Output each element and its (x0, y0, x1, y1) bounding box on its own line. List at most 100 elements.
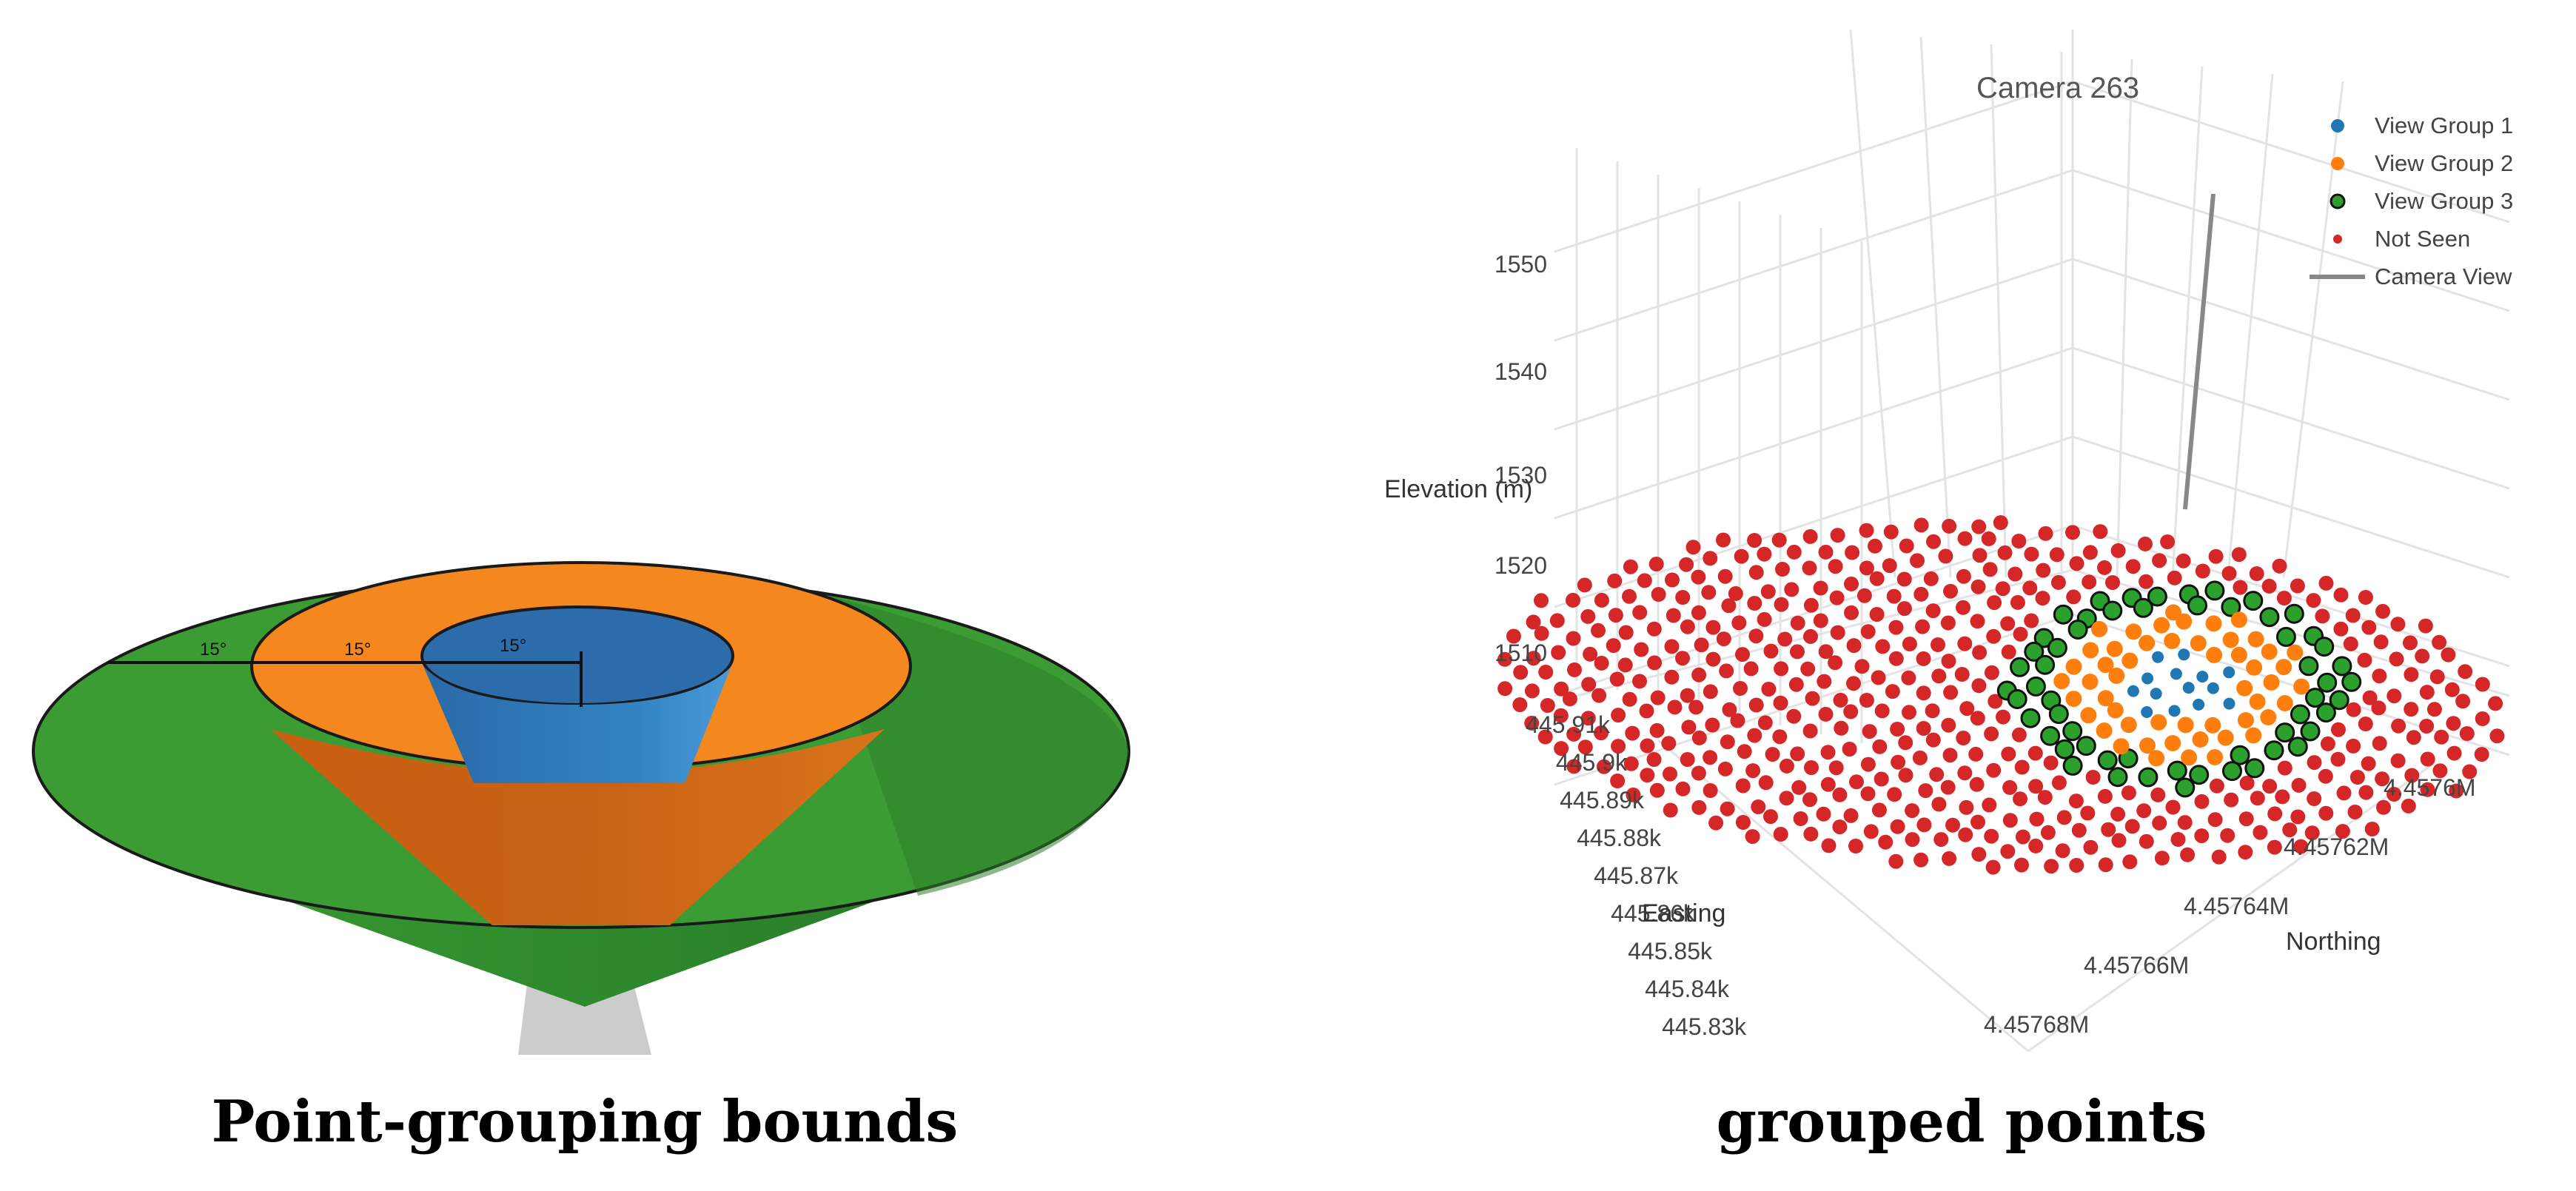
data-point (1703, 684, 1718, 699)
data-point (1538, 665, 1554, 680)
data-point (1793, 811, 1808, 826)
data-point (2010, 657, 2030, 677)
series-not-seen (1497, 515, 2505, 875)
z-tick-label: 1540 (1495, 358, 1547, 385)
data-point (2037, 790, 2053, 805)
data-point (1757, 611, 1772, 627)
data-point (1821, 838, 1837, 853)
data-point (1735, 815, 1751, 830)
data-point (1968, 746, 1984, 762)
data-point (1691, 765, 1706, 781)
series-view-group-2 (2053, 604, 2310, 767)
data-point (2343, 636, 2358, 651)
data-point (2170, 668, 2182, 680)
data-point (1640, 768, 1655, 783)
y-tick-label: 4.45768M (1984, 1011, 2089, 1038)
legend-label: View Group 2 (2375, 150, 2513, 176)
data-point (1774, 661, 1789, 677)
data-point (2263, 674, 2280, 691)
data-point (2107, 702, 2124, 719)
data-point (2177, 717, 2194, 734)
data-point (1988, 694, 2003, 709)
data-point (1993, 515, 2008, 530)
data-point (2121, 652, 2139, 669)
legend-label: Camera View (2375, 264, 2512, 289)
data-point (1971, 847, 1987, 862)
data-point (1868, 538, 1882, 554)
data-point (2261, 643, 2278, 660)
data-point (1666, 608, 1681, 623)
data-point (2304, 825, 2320, 841)
data-point (1860, 624, 1876, 640)
data-point (1735, 647, 1750, 662)
data-point (2024, 641, 2045, 662)
data-point (1562, 691, 1577, 707)
data-point (1940, 779, 1956, 795)
legend-marker (2331, 119, 2344, 132)
data-point (2141, 706, 2153, 718)
data-point (1703, 551, 1718, 566)
data-point (1757, 715, 1773, 731)
data-point (1664, 669, 1680, 685)
data-point (1943, 685, 1959, 700)
data-point (1790, 644, 1805, 660)
data-point (1803, 826, 1819, 842)
data-point (1637, 573, 1652, 588)
data-point (1813, 613, 1828, 628)
data-point (1830, 625, 1845, 640)
data-point (2124, 819, 2140, 834)
data-point (1716, 532, 1731, 548)
data-point (2420, 751, 2435, 767)
data-point (2102, 600, 2123, 621)
data-point (2068, 794, 2084, 809)
data-point (1763, 809, 1778, 825)
data-point (2341, 671, 2362, 692)
data-point (2230, 611, 2247, 628)
data-point (2139, 833, 2154, 849)
data-point (2025, 676, 2046, 697)
left-caption: Point-grouping bounds (211, 1088, 959, 1155)
chart-title: Camera 263 (1976, 72, 2139, 104)
data-point (2404, 768, 2420, 783)
right-caption: grouped points (1716, 1088, 2207, 1155)
data-point (1791, 779, 1807, 795)
data-point (2239, 775, 2255, 791)
data-point (1722, 702, 1737, 717)
data-point (2223, 697, 2235, 710)
data-point (1701, 585, 1717, 600)
data-point (1832, 819, 1848, 835)
data-point (2364, 822, 2380, 836)
data-point (2209, 778, 2224, 794)
data-point (2349, 770, 2365, 785)
data-point (2065, 525, 2080, 540)
data-point (1971, 519, 1987, 534)
data-point (1691, 605, 1706, 620)
data-point (1859, 560, 1874, 576)
data-point (1802, 560, 1817, 576)
data-point (1534, 625, 1549, 641)
data-point (1832, 787, 1848, 802)
data-point (2249, 566, 2264, 581)
data-point (2138, 536, 2153, 551)
data-point (2194, 794, 2210, 809)
data-point (1680, 688, 1695, 703)
data-point (2028, 838, 2044, 853)
data-point (2024, 613, 2039, 628)
data-point (1940, 615, 1956, 631)
data-point (2217, 729, 2234, 746)
data-point (2446, 745, 2462, 761)
data-point (1931, 637, 1945, 652)
data-point (2002, 813, 2018, 828)
data-point (1626, 787, 1641, 802)
data-point (1748, 628, 1764, 644)
data-point (2284, 603, 2304, 624)
data-point (1591, 623, 1606, 638)
data-point (2015, 829, 2030, 845)
data-point (2358, 717, 2373, 731)
z-tick-label: 1520 (1495, 552, 1547, 579)
chart-legend: View Group 1 View Group 2 View Group 3 Not … (2310, 113, 2513, 289)
x-tick-label: 445.88k (1577, 825, 1662, 851)
data-point (2028, 779, 2044, 794)
data-point (1774, 597, 1789, 612)
